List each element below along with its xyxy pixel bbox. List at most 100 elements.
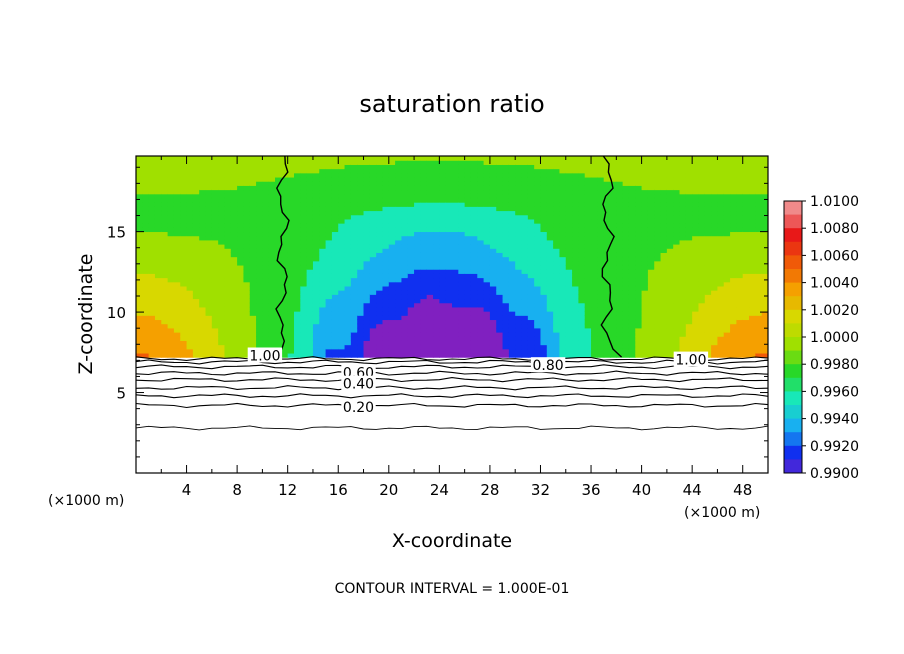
field-cell — [173, 227, 181, 233]
field-cell — [268, 214, 276, 220]
field-cell — [742, 202, 750, 207]
field-cell — [268, 193, 276, 199]
field-cell — [527, 185, 535, 191]
field-cell — [420, 235, 428, 241]
field-cell — [218, 223, 226, 228]
field-cell — [477, 281, 485, 287]
field-cell — [344, 290, 352, 295]
field-cell — [742, 260, 750, 266]
field-cell — [470, 206, 478, 212]
field-cell — [496, 235, 504, 241]
field-cell — [717, 185, 725, 191]
field-cell — [483, 185, 491, 191]
field-cell — [331, 332, 339, 337]
field-cell — [287, 176, 295, 182]
field-cell — [660, 172, 668, 178]
field-cell — [439, 298, 447, 304]
field-cell — [489, 164, 497, 170]
field-cell — [755, 248, 763, 253]
field-cell — [666, 336, 674, 341]
field-cell — [224, 277, 232, 283]
field-cell — [761, 294, 768, 300]
field-cell — [148, 327, 156, 333]
field-cell — [489, 156, 497, 161]
field-cell — [534, 181, 542, 186]
field-cell — [483, 235, 491, 241]
field-cell — [572, 348, 579, 354]
field-cell — [445, 306, 453, 312]
field-cell — [483, 227, 491, 233]
field-cell — [243, 193, 251, 199]
field-cell — [300, 302, 308, 308]
field-cell — [357, 181, 365, 186]
field-cell — [685, 306, 693, 312]
field-cell — [521, 248, 529, 253]
field-cell — [363, 176, 371, 182]
field-cell — [186, 244, 194, 249]
field-cell — [306, 244, 314, 249]
field-cell — [610, 214, 617, 220]
field-cell — [331, 281, 339, 287]
field-cell — [692, 306, 700, 312]
field-cell — [647, 252, 655, 258]
field-cell — [173, 168, 181, 174]
field-cell — [464, 223, 472, 228]
field-cell — [205, 206, 213, 212]
field-cell — [262, 218, 270, 224]
field-cell — [489, 235, 497, 241]
field-cell — [186, 193, 194, 199]
field-cell — [666, 164, 674, 170]
field-cell — [382, 315, 390, 321]
field-cell — [192, 176, 200, 182]
field-cell — [628, 323, 636, 329]
field-cell — [230, 290, 238, 295]
field-cell — [565, 202, 573, 207]
field-cell — [458, 260, 466, 266]
field-cell — [439, 260, 447, 266]
field-cell — [237, 227, 245, 233]
field-cell — [426, 256, 434, 262]
colorbar-subsegment — [784, 323, 802, 338]
field-cell — [578, 311, 586, 316]
field-cell — [420, 172, 428, 178]
field-cell — [173, 231, 181, 237]
field-cell — [382, 298, 390, 304]
field-cell — [578, 294, 586, 300]
field-cell — [679, 168, 687, 174]
field-cell — [477, 340, 485, 346]
field-cell — [489, 298, 497, 304]
field-cell — [553, 202, 561, 207]
field-cell — [597, 302, 605, 308]
field-cell — [211, 311, 219, 316]
field-cell — [388, 248, 396, 253]
field-cell — [489, 290, 497, 295]
field-cell — [350, 168, 358, 174]
field-cell — [439, 176, 447, 182]
field-cell — [268, 302, 276, 308]
field-cell — [761, 315, 768, 321]
field-cell — [439, 315, 447, 321]
field-cell — [761, 185, 768, 191]
field-cell — [578, 281, 586, 287]
field-cell — [546, 352, 554, 358]
field-cell — [685, 193, 693, 199]
field-cell — [622, 156, 630, 161]
field-cell — [496, 193, 504, 199]
field-cell — [192, 281, 200, 287]
field-cell — [610, 193, 617, 199]
field-cell — [755, 298, 763, 304]
field-cell — [711, 185, 719, 191]
field-cell — [742, 327, 750, 333]
field-cell — [180, 210, 188, 216]
field-cell — [647, 269, 655, 274]
field-cell — [136, 311, 143, 316]
field-cell — [439, 248, 447, 253]
field-cell — [211, 223, 219, 228]
field-cell — [218, 218, 226, 224]
field-cell — [319, 264, 327, 270]
field-cell — [610, 348, 617, 354]
field-cell — [312, 315, 320, 321]
field-cell — [723, 281, 731, 287]
field-cell — [395, 256, 403, 262]
field-cell — [148, 235, 156, 241]
